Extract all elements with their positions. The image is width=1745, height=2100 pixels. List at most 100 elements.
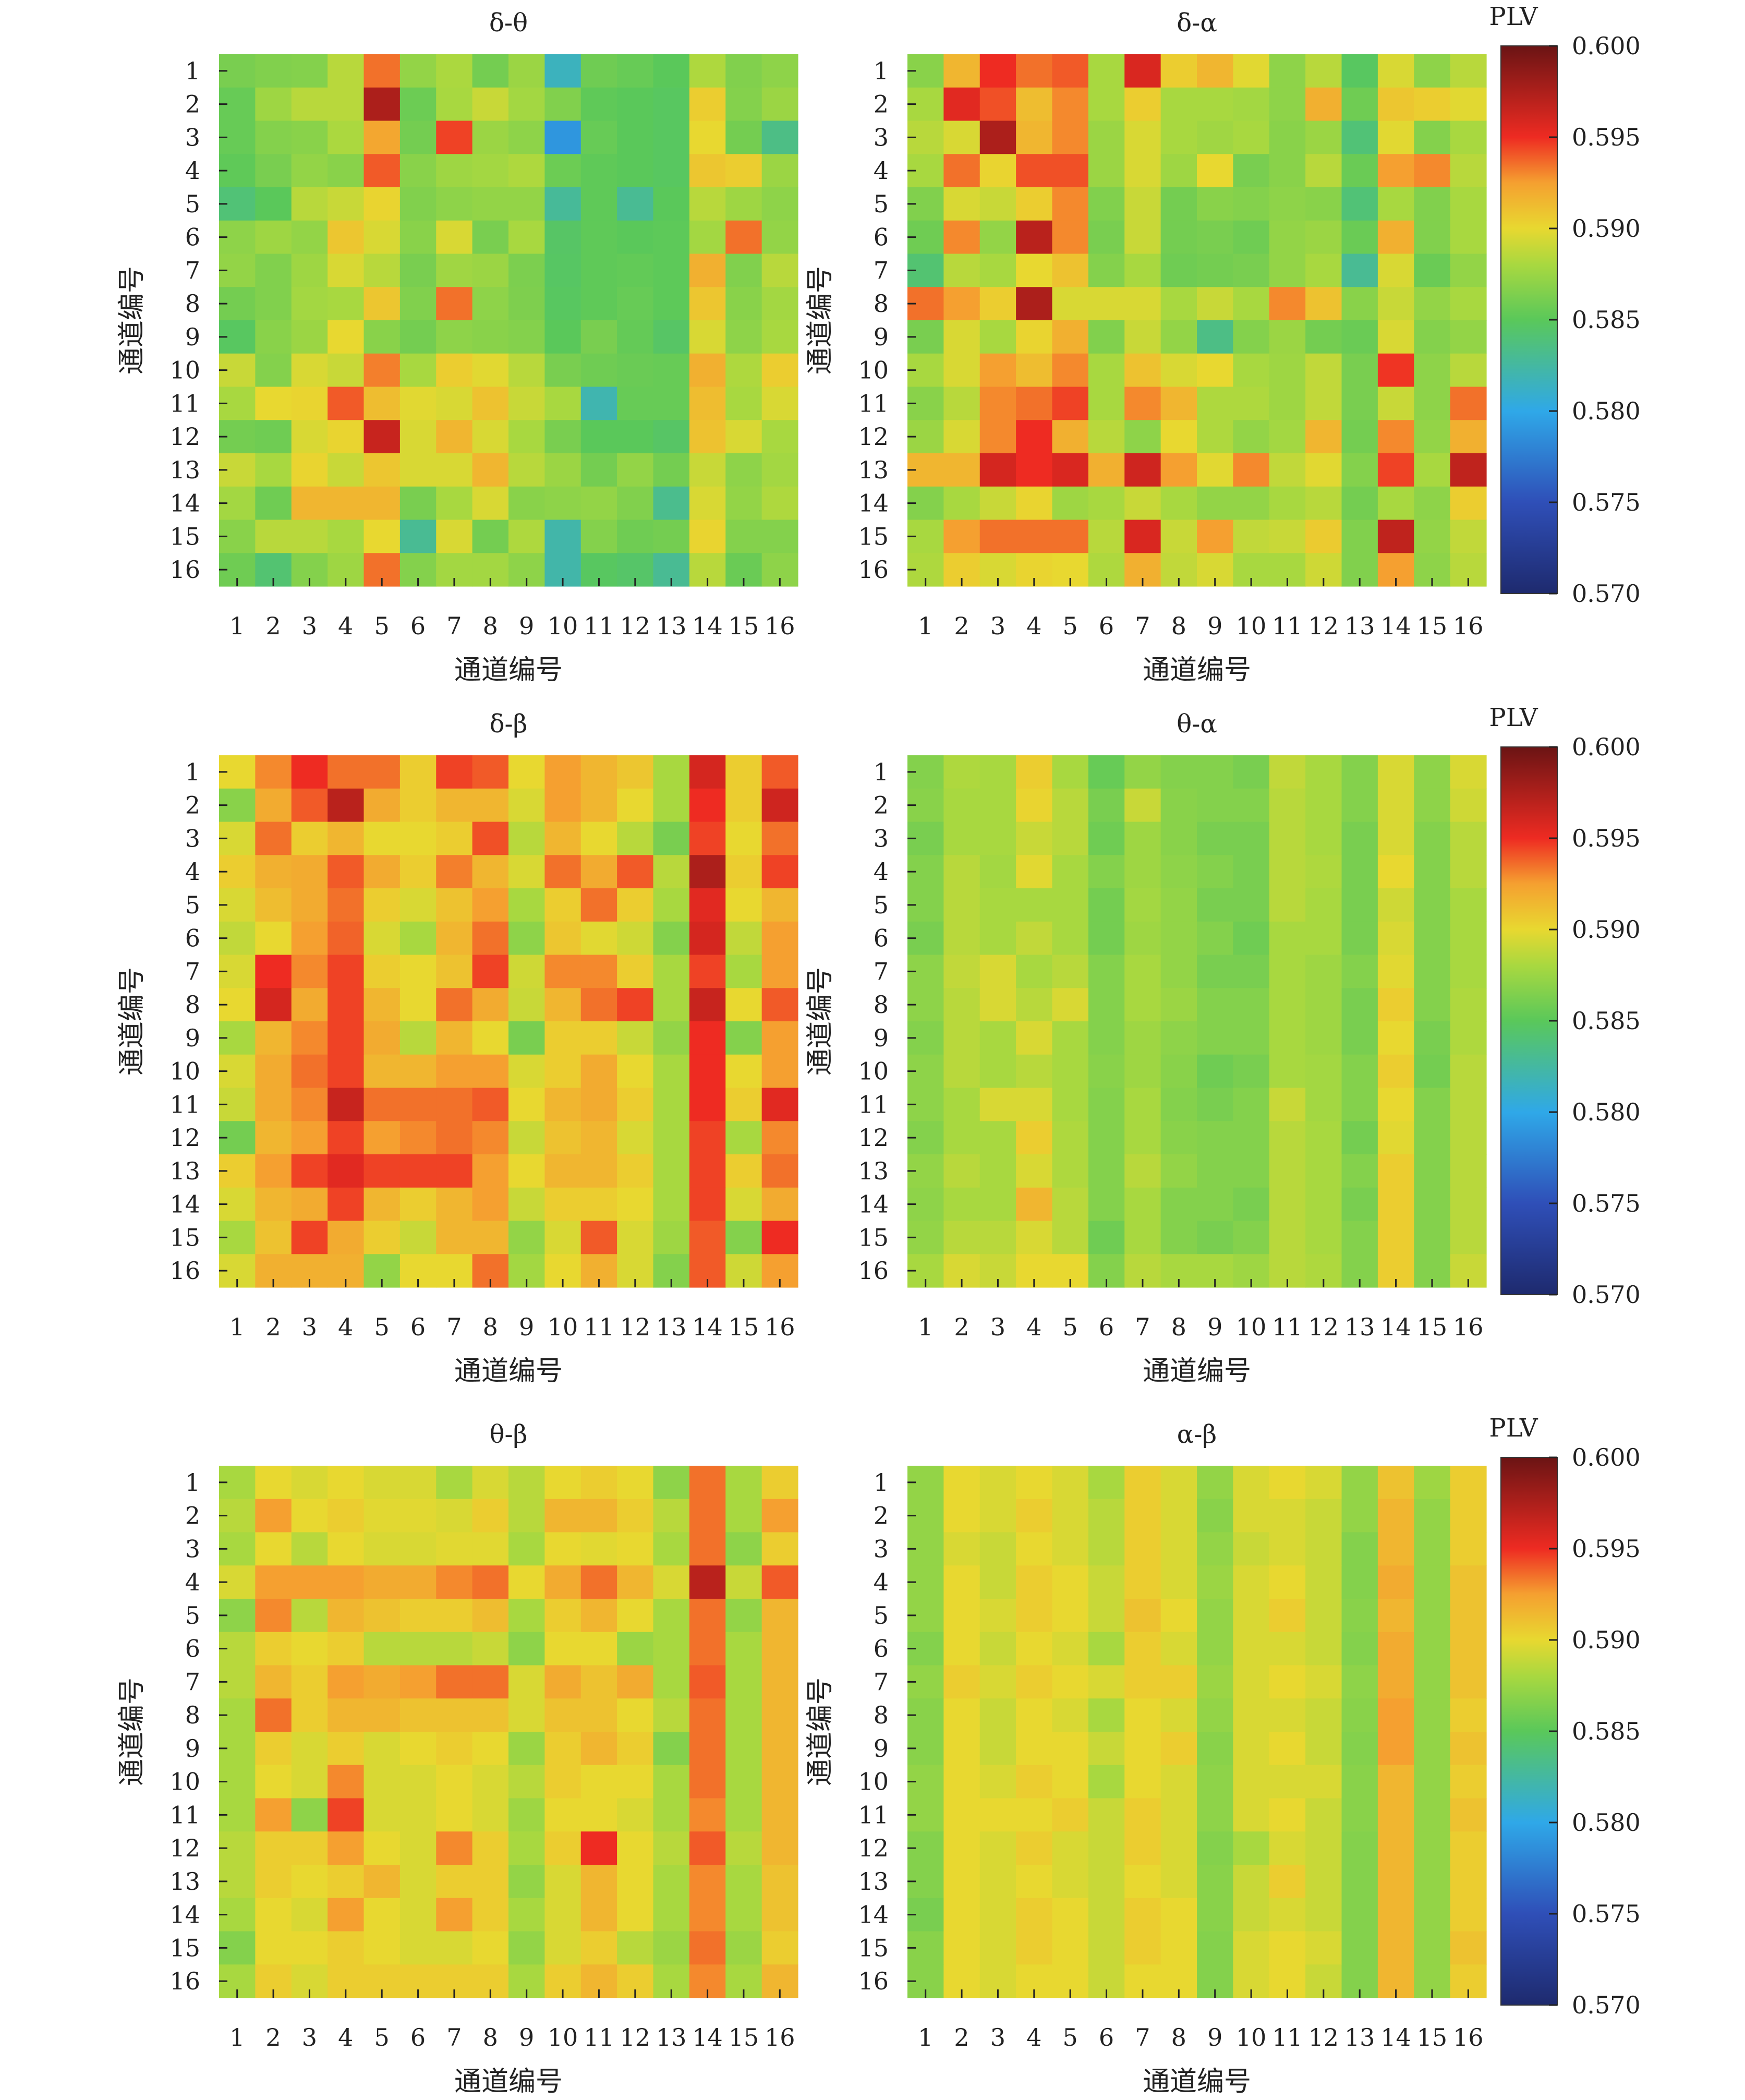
heatmap-cell	[255, 1798, 292, 1832]
heatmap-cell	[255, 320, 292, 354]
heatmap-cell	[363, 254, 401, 287]
heatmap-cell	[1052, 220, 1089, 255]
heatmap-cell	[544, 287, 581, 321]
x-tick-label: 13	[1344, 612, 1375, 640]
heatmap-cell	[943, 888, 980, 922]
heatmap-cell	[1377, 1021, 1414, 1055]
heatmap-cell	[1088, 988, 1125, 1022]
heatmap-cell	[1088, 1154, 1125, 1188]
heatmap-cell	[1269, 1765, 1306, 1799]
heatmap-cell	[761, 1765, 798, 1799]
heatmap-cell	[689, 1221, 726, 1254]
heatmap-cell	[943, 1698, 980, 1732]
heatmap-cell	[1124, 1532, 1161, 1566]
heatmap-cell	[1016, 254, 1053, 287]
heatmap-cell	[472, 520, 509, 553]
heatmap-cell	[580, 1698, 617, 1732]
heatmap-cell	[255, 788, 292, 823]
heatmap-cell	[979, 220, 1016, 255]
heatmap-cell	[1160, 1765, 1197, 1799]
heatmap-cell	[328, 220, 365, 255]
heatmap-cell	[979, 988, 1016, 1022]
heatmap-cell	[761, 755, 798, 789]
heatmap-cell	[1450, 353, 1487, 388]
heatmap-cell	[1233, 1466, 1270, 1500]
heatmap-cell	[761, 921, 798, 956]
heatmap-cell	[1016, 120, 1053, 154]
heatmap-cell	[617, 420, 654, 454]
heatmap-cell	[1088, 1187, 1125, 1222]
y-tick-label: 5	[874, 190, 889, 218]
heatmap-cell	[472, 1466, 509, 1500]
heatmap-cell	[1124, 822, 1161, 855]
heatmap-cell	[255, 1831, 292, 1865]
y-tick-label: 7	[874, 256, 889, 284]
y-tick-label: 2	[185, 791, 200, 819]
heatmap-cell	[725, 1665, 762, 1699]
heatmap-cell	[1088, 453, 1125, 487]
heatmap-cell	[436, 1088, 473, 1121]
heatmap-cell	[689, 287, 726, 321]
heatmap-cell	[328, 54, 365, 88]
heatmap-cell	[1414, 955, 1451, 988]
heatmap-cell	[1450, 955, 1487, 988]
heatmap-cell	[255, 1931, 292, 1965]
heatmap-cell	[1160, 486, 1197, 521]
heatmap-cell	[1124, 888, 1161, 922]
heatmap-cell	[291, 855, 328, 889]
heatmap-cell	[1052, 855, 1089, 889]
heatmap-cell	[725, 1865, 762, 1899]
x-axis-label: 通道编号	[454, 655, 563, 686]
colorbar-tick-label: 0.575	[1572, 1900, 1641, 1928]
heatmap-cell	[399, 921, 437, 956]
heatmap-cell	[363, 1898, 401, 1932]
heatmap-cell	[255, 1632, 292, 1666]
heatmap-cell	[979, 1599, 1016, 1633]
heatmap-cell	[1341, 1865, 1378, 1899]
heatmap-cell	[1197, 1466, 1233, 1500]
heatmap-cell	[943, 1154, 980, 1188]
heatmap-cell	[1341, 1054, 1378, 1089]
heatmap-cell	[291, 1187, 328, 1222]
heatmap-cell	[1124, 788, 1161, 823]
heatmap-cell	[1197, 1121, 1233, 1155]
heatmap-cell	[580, 1632, 617, 1666]
y-axis-label: 通道编号	[805, 967, 836, 1076]
heatmap-cell	[653, 1865, 690, 1899]
heatmap-cell	[761, 1898, 798, 1932]
heatmap-cell	[1305, 1532, 1342, 1566]
heatmap-cell	[689, 1632, 726, 1666]
heatmap-cell	[544, 955, 581, 988]
heatmap-cell	[1305, 486, 1342, 521]
heatmap-cell	[1269, 420, 1306, 454]
heatmap-cell	[399, 1931, 437, 1965]
heatmap-cell	[544, 120, 581, 154]
y-tick-label: 6	[874, 924, 889, 952]
heatmap-cell	[399, 1054, 437, 1089]
heatmap-cell	[1016, 54, 1053, 88]
heatmap-cell	[689, 1898, 726, 1932]
heatmap-cell	[1377, 1931, 1414, 1965]
heatmap-cell	[1269, 788, 1306, 823]
heatmap-cell	[979, 1187, 1016, 1222]
heatmap-cell	[508, 120, 545, 154]
heatmap-cell	[363, 955, 401, 988]
heatmap-cell	[580, 988, 617, 1022]
heatmap-cell	[255, 1532, 292, 1566]
heatmap-cell	[1450, 287, 1487, 321]
heatmap-cell	[1052, 1632, 1089, 1666]
heatmap-cell	[725, 187, 762, 221]
heatmap-cell	[1305, 387, 1342, 420]
heatmap-cell	[1414, 1187, 1451, 1222]
heatmap-cell	[1233, 1088, 1270, 1121]
heatmap-cell	[328, 788, 365, 823]
heatmap-cell	[472, 1831, 509, 1865]
heatmap-cell	[1233, 1732, 1270, 1766]
heatmap-cell	[1124, 1865, 1161, 1899]
y-tick-label: 10	[169, 356, 200, 384]
colorbar-tick-label: 0.595	[1572, 824, 1641, 852]
heatmap-cell	[761, 1466, 798, 1500]
heatmap-cell	[653, 1765, 690, 1799]
colorbar-tick-label: 0.600	[1572, 1443, 1641, 1471]
y-tick-label: 2	[874, 90, 889, 118]
